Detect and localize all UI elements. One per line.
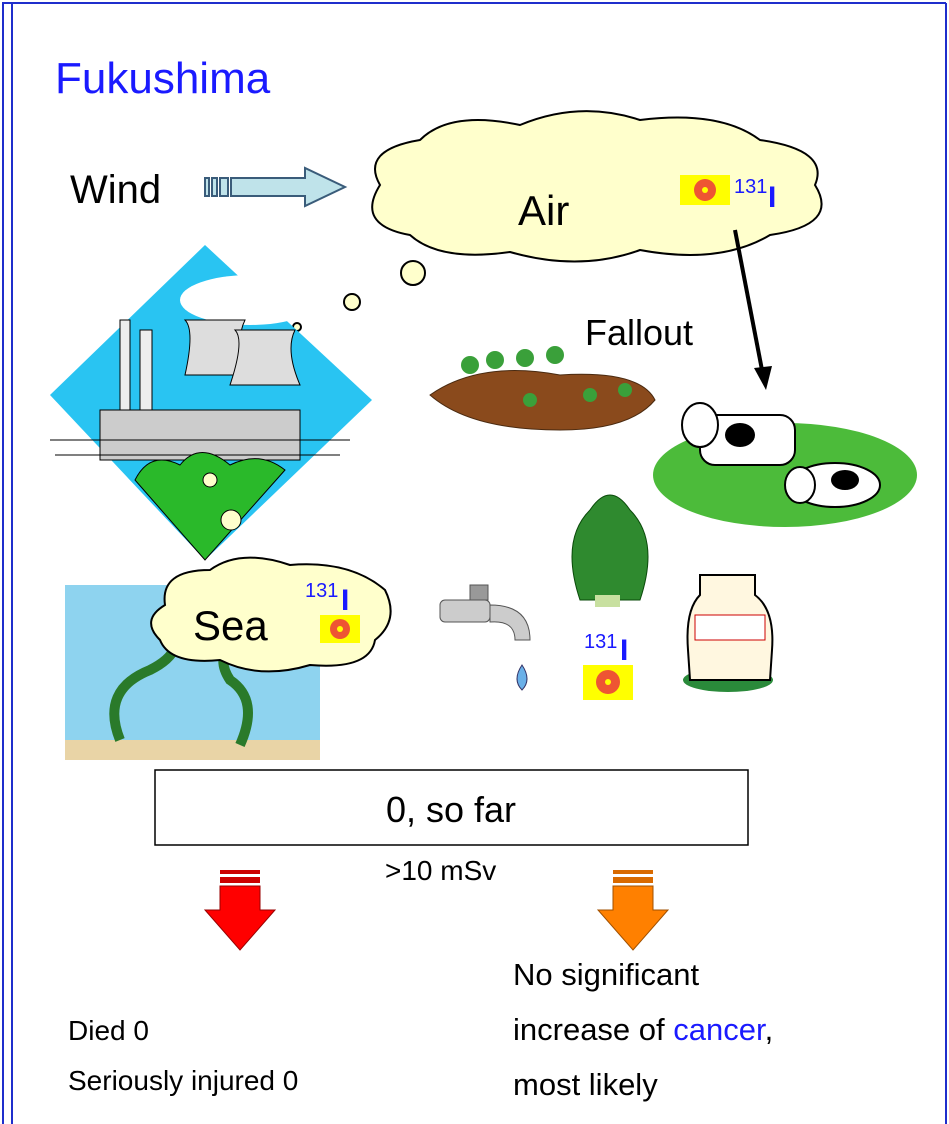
isotope-mass: 131 bbox=[734, 176, 767, 198]
outcome-text: Died 0 bbox=[68, 1015, 149, 1046]
isotope-mass: 131 bbox=[305, 580, 338, 602]
isotope-symbol: I bbox=[620, 634, 628, 667]
result-text: 0, so far bbox=[386, 789, 516, 830]
title: Fukushima bbox=[55, 54, 271, 103]
wind-label: Wind bbox=[70, 168, 161, 212]
sea-cloud bbox=[151, 558, 391, 672]
field bbox=[430, 346, 655, 430]
outcome-text: most likely bbox=[513, 1067, 658, 1102]
slide: Fukushima Wind Air 131 I Fallout bbox=[0, 0, 949, 1124]
isotope-mass: 131 bbox=[584, 631, 617, 653]
outcome-text: No significant bbox=[513, 957, 699, 992]
radiation-icon bbox=[583, 665, 633, 700]
cows bbox=[653, 403, 917, 527]
fallout-arrow bbox=[735, 230, 772, 390]
fallout-label: Fallout bbox=[585, 312, 693, 353]
isotope-symbol: I bbox=[341, 584, 349, 617]
power-plant bbox=[50, 245, 372, 560]
orange-arrow bbox=[598, 870, 668, 950]
outcome-text: , bbox=[765, 1012, 774, 1047]
milk-bottle bbox=[683, 575, 773, 692]
dose-label: >10 mSv bbox=[385, 855, 496, 886]
outcome-text: increase of cancer, bbox=[513, 1012, 773, 1047]
isotope-symbol: I bbox=[768, 181, 776, 214]
highlight: cancer bbox=[673, 1012, 766, 1047]
outcome-text: Seriously injured 0 bbox=[68, 1065, 298, 1096]
wind-arrow bbox=[205, 168, 345, 206]
spinach bbox=[572, 495, 648, 607]
outcome-text: increase of bbox=[513, 1012, 673, 1047]
sea-label: Sea bbox=[193, 602, 268, 649]
air-label: Air bbox=[518, 187, 569, 234]
radiation-icon bbox=[680, 175, 730, 205]
radiation-icon bbox=[320, 615, 360, 643]
red-arrow bbox=[205, 870, 275, 950]
faucet bbox=[440, 585, 530, 690]
